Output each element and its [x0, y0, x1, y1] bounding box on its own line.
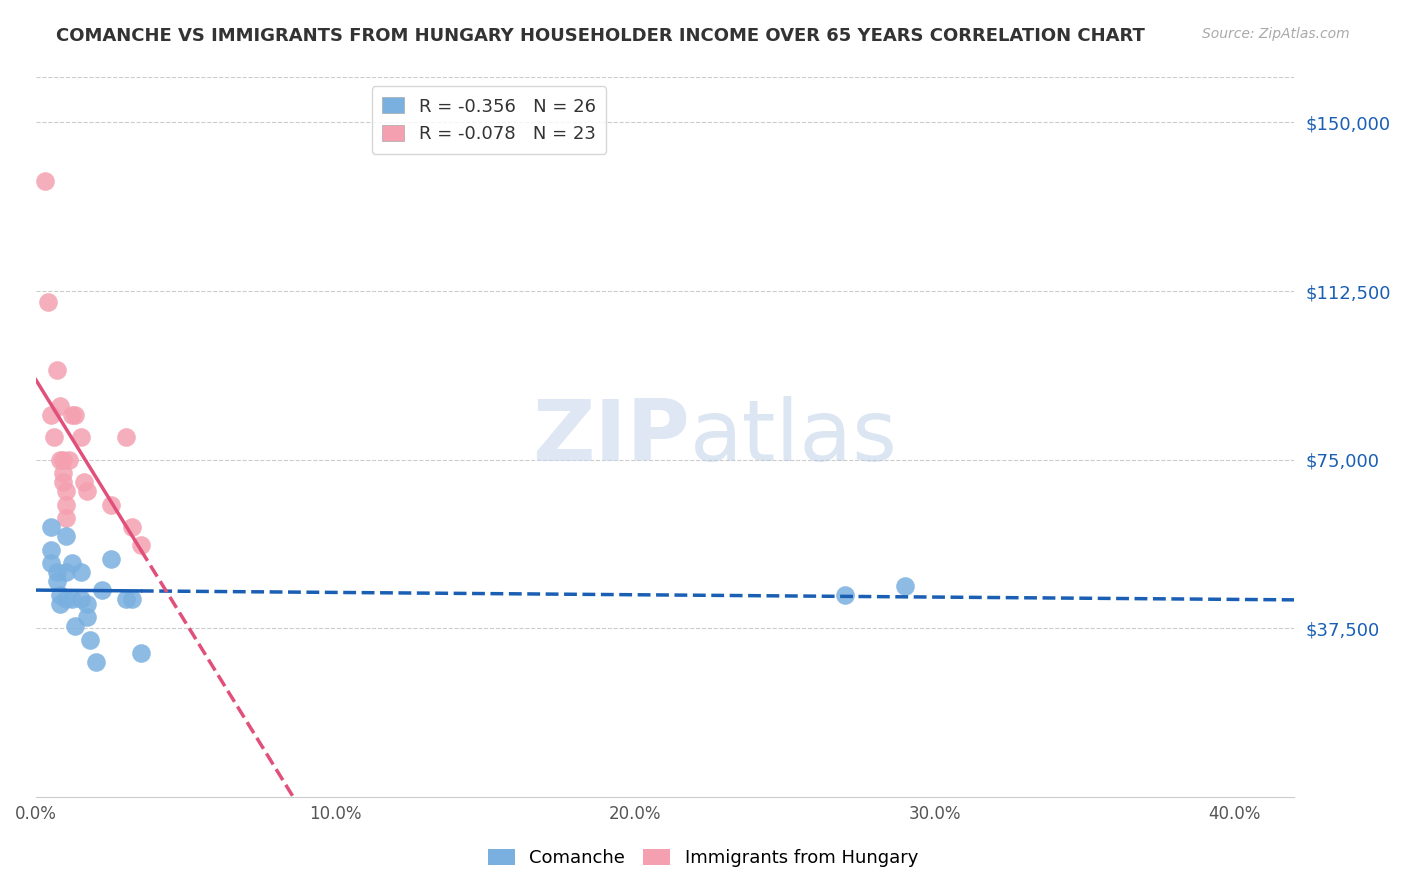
- Text: Source: ZipAtlas.com: Source: ZipAtlas.com: [1202, 27, 1350, 41]
- Text: ZIP: ZIP: [533, 396, 690, 479]
- Point: [76, 484, 98, 499]
- Point: [60, 408, 83, 422]
- Point: [63, 408, 86, 422]
- Point: [45, 574, 67, 589]
- Point: [100, 551, 122, 566]
- Point: [894, 579, 917, 593]
- Point: [55, 511, 77, 525]
- Point: [834, 588, 856, 602]
- Point: [121, 592, 143, 607]
- Point: [60, 592, 83, 607]
- Point: [45, 363, 67, 377]
- Point: [39, 408, 62, 422]
- Point: [73, 475, 96, 490]
- Point: [34, 174, 56, 188]
- Point: [52, 475, 75, 490]
- Point: [129, 538, 152, 552]
- Point: [55, 566, 77, 580]
- Point: [90, 583, 112, 598]
- Point: [76, 610, 98, 624]
- Point: [70, 430, 93, 444]
- Point: [55, 484, 77, 499]
- Point: [55, 529, 77, 543]
- Point: [49, 452, 72, 467]
- Point: [79, 632, 101, 647]
- Point: [45, 566, 67, 580]
- Legend: R = -0.356   N = 26, R = -0.078   N = 23: R = -0.356 N = 26, R = -0.078 N = 23: [371, 87, 606, 153]
- Point: [39, 556, 62, 570]
- Point: [58, 452, 80, 467]
- Point: [60, 556, 83, 570]
- Point: [114, 592, 136, 607]
- Point: [100, 498, 122, 512]
- Point: [52, 467, 75, 481]
- Point: [63, 619, 86, 633]
- Point: [70, 592, 93, 607]
- Point: [49, 399, 72, 413]
- Legend: Comanche, Immigrants from Hungary: Comanche, Immigrants from Hungary: [481, 841, 925, 874]
- Point: [52, 452, 75, 467]
- Point: [37, 295, 59, 310]
- Point: [39, 520, 62, 534]
- Point: [76, 597, 98, 611]
- Point: [84, 655, 107, 669]
- Point: [42, 430, 65, 444]
- Point: [55, 498, 77, 512]
- Text: atlas: atlas: [690, 396, 898, 479]
- Point: [114, 430, 136, 444]
- Point: [129, 646, 152, 660]
- Point: [121, 520, 143, 534]
- Point: [39, 542, 62, 557]
- Point: [70, 566, 93, 580]
- Text: COMANCHE VS IMMIGRANTS FROM HUNGARY HOUSEHOLDER INCOME OVER 65 YEARS CORRELATION: COMANCHE VS IMMIGRANTS FROM HUNGARY HOUS…: [56, 27, 1144, 45]
- Point: [49, 597, 72, 611]
- Point: [55, 592, 77, 607]
- Point: [49, 588, 72, 602]
